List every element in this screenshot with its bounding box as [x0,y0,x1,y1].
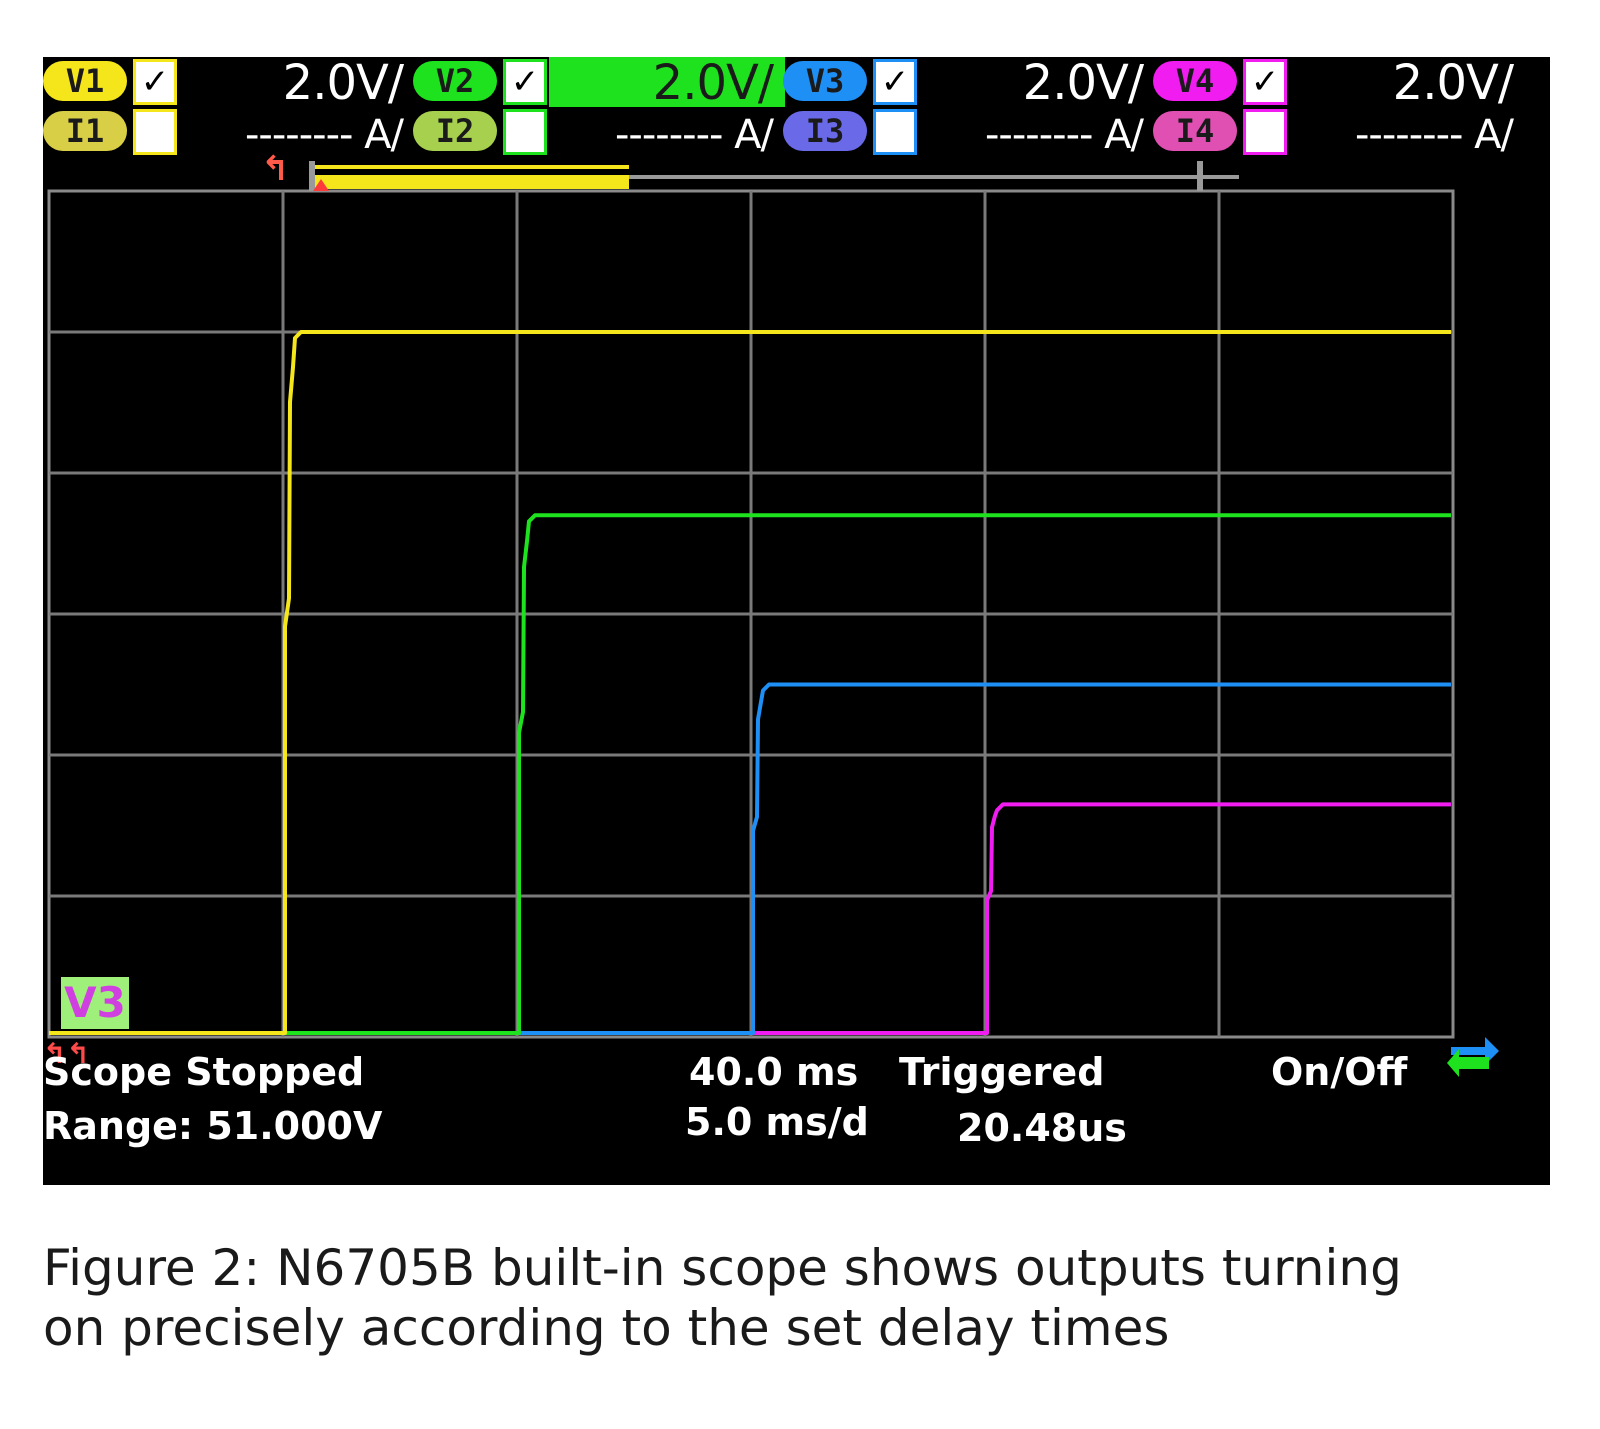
channel-2-voltage-checkbox[interactable]: ✓ [503,59,547,105]
channel-1-volts-per-div[interactable]: 2.0V/ [282,57,404,111]
channel-marker-label[interactable]: V3 [61,977,129,1029]
channel-2-current-badge[interactable]: I2 [413,111,497,151]
channel-1-voltage-checkbox[interactable]: ✓ [133,59,177,105]
time-window-left-tick [309,161,315,191]
trigger-mode-icon[interactable] [1445,1023,1501,1079]
time-window-bar[interactable]: ↰ [261,149,1239,191]
scope-screen: V1 I1 ✓ 2.0V/ -------- A/ V2 I2 ✓ 2.0V/ … [43,57,1550,1185]
trace-v4 [49,802,1451,1035]
caption-line-1: Figure 2: N6705B built-in scope shows ou… [43,1239,1402,1297]
channel-3-voltage-badge[interactable]: V3 [783,61,867,101]
waveform-traces [49,330,1451,1035]
figure-caption: Figure 2: N6705B built-in scope shows ou… [43,1238,1583,1358]
waveform-display [47,189,1455,1039]
channel-4-amps-per-div[interactable]: -------- A/ [1354,112,1514,158]
channel-1-current-checkbox[interactable] [133,109,177,155]
time-offset-text[interactable]: 40.0 ms [689,1050,859,1094]
scope-state-text: Scope Stopped [43,1050,365,1094]
channel-4-current-checkbox[interactable] [1243,109,1287,155]
channel-3-voltage-checkbox[interactable]: ✓ [873,59,917,105]
grid-border [47,189,1455,1039]
trace-v1 [49,330,1451,1035]
trace-v2 [49,513,1451,1035]
scope-grid [47,189,1455,1039]
channel-3-current-badge[interactable]: I3 [783,111,867,151]
time-window-highlight [315,165,629,189]
channel-2-current-checkbox[interactable] [503,109,547,155]
channel-1-current-badge[interactable]: I1 [43,111,127,151]
range-text[interactable]: Range: 51.000V [43,1104,383,1148]
channel-3-volts-per-div[interactable]: 2.0V/ [1022,57,1144,111]
mode-text[interactable]: On/Off [1271,1050,1408,1094]
channel-4-volts-per-div[interactable]: 2.0V/ [1392,57,1514,111]
time-per-div-text[interactable]: 5.0 ms/d [685,1100,869,1144]
trigger-position-icon [313,179,329,191]
ground-marker-icon: ↰↰ [43,1037,90,1070]
channel-2-voltage-badge[interactable]: V2 [413,61,497,101]
channel-4-voltage-badge[interactable]: V4 [1153,61,1237,101]
channel-4-voltage-checkbox[interactable]: ✓ [1243,59,1287,105]
trigger-time-text: 20.48us [957,1106,1127,1150]
channel-2-volts-per-div[interactable]: 2.0V/ [652,57,774,111]
channel-3-amps-per-div[interactable]: -------- A/ [984,112,1144,158]
channel-2-selected-bg [549,57,785,107]
channel-2-amps-per-div[interactable]: -------- A/ [614,112,774,158]
channel-1-amps-per-div[interactable]: -------- A/ [244,112,404,158]
caption-line-2: on precisely according to the set delay … [43,1299,1170,1357]
trace-v3 [49,682,1451,1035]
time-window-track [309,175,1239,179]
trigger-state-text: Triggered [899,1050,1105,1094]
time-window-right-tick [1197,161,1203,191]
channel-3-current-checkbox[interactable] [873,109,917,155]
channel-1-voltage-badge[interactable]: V1 [43,61,127,101]
back-arrow-icon: ↰ [261,149,290,189]
channel-4-current-badge[interactable]: I4 [1153,111,1237,151]
